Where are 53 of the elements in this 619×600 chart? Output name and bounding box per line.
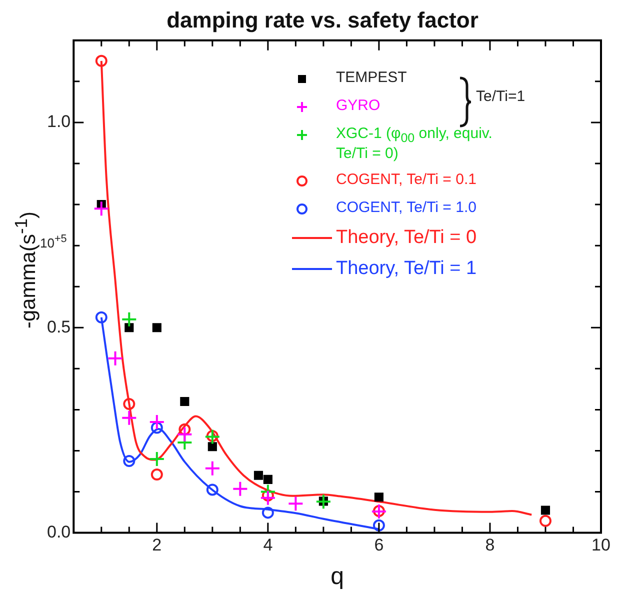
point	[539, 514, 552, 527]
point	[260, 490, 276, 506]
text: 10$^{+5}$	[40, 233, 67, 250]
point	[204, 428, 220, 445]
x-axis-title: q	[330, 563, 344, 590]
point	[208, 442, 217, 452]
point	[95, 311, 108, 324]
point	[262, 506, 274, 519]
annotation: Te/Ti=1	[476, 88, 526, 105]
point	[206, 484, 218, 496]
point	[254, 470, 264, 480]
point	[178, 423, 191, 436]
point	[148, 414, 165, 430]
legend-label: Theory, Te/Ti = 0	[336, 227, 477, 250]
point	[152, 323, 162, 332]
point	[176, 426, 193, 442]
x-tick-label: 8	[485, 536, 495, 555]
legend-label: COGENT, Te/Ti = 0.1	[336, 171, 476, 189]
point	[123, 398, 136, 410]
point	[107, 350, 124, 366]
legend-label: GYRO	[336, 97, 380, 114]
x-tick-label: 6	[374, 536, 384, 555]
legend-label: Theory, Te/Ti = 1	[336, 258, 477, 280]
point	[121, 311, 138, 328]
point	[263, 474, 272, 484]
y-tick-label: 0.5	[46, 317, 71, 336]
text: XGC-1 (φ$_{00}$ only, equiv. Te/Ti = 0)	[336, 125, 492, 162]
point	[93, 200, 110, 217]
point	[150, 468, 163, 481]
point	[315, 494, 332, 510]
point	[124, 323, 134, 332]
point	[148, 450, 165, 467]
point	[204, 460, 220, 476]
legend-label: TEMPEST	[336, 69, 407, 86]
point	[95, 54, 108, 67]
y-tick-label: 1.0	[46, 112, 71, 132]
point	[206, 430, 218, 442]
point	[288, 496, 304, 512]
point	[180, 396, 190, 406]
point	[123, 454, 136, 467]
x-tick-label: 2	[152, 536, 162, 555]
legend-label: COGENT, Te/Ti = 1.0	[336, 199, 476, 217]
point	[374, 492, 384, 502]
point	[540, 506, 550, 515]
x-tick-label: 10	[592, 536, 610, 555]
point	[372, 519, 385, 532]
chart-title: damping rate vs. safety factor	[166, 7, 479, 32]
y-tick-label: 0.0	[46, 522, 71, 542]
point	[262, 489, 274, 502]
x-tick-label: 4	[263, 536, 273, 555]
point	[232, 480, 248, 497]
point	[150, 422, 163, 434]
point	[121, 410, 138, 426]
